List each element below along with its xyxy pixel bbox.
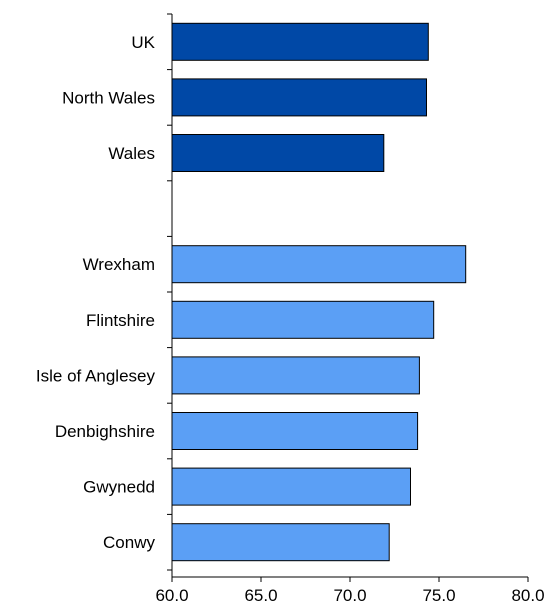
bar-north-wales [171, 78, 427, 117]
category-label-gwynedd: Gwynedd [83, 478, 155, 497]
bar-isle-of-anglesey [171, 356, 420, 395]
x-tick-label: 70.0 [333, 586, 366, 605]
category-label-flintshire: Flintshire [86, 311, 155, 330]
category-labels: UK North Wales Wales Wrexham Flintshire Isle … [36, 33, 156, 552]
bar-conwy [171, 523, 390, 562]
category-label-wales: Wales [108, 144, 155, 163]
axes: 60.0 65.0 70.0 75.0 80.0 [155, 13, 545, 605]
x-tick-label: 65.0 [244, 586, 277, 605]
category-label-isle-of-anglesey: Isle of Anglesey [36, 366, 156, 385]
category-label-wrexham: Wrexham [83, 255, 155, 274]
bar-wrexham [171, 245, 467, 284]
x-tick-label: 75.0 [422, 586, 455, 605]
category-label-north-wales: North Wales [62, 88, 155, 107]
category-label-conwy: Conwy [103, 533, 155, 552]
category-label-denbighshire: Denbighshire [55, 422, 155, 441]
x-tick-label: 60.0 [155, 586, 188, 605]
bar-flintshire [171, 300, 435, 339]
category-label-uk: UK [131, 33, 155, 52]
x-tick-label: 80.0 [511, 586, 544, 605]
bars-layer [171, 22, 467, 562]
bar-denbighshire [171, 412, 419, 450]
bar-gwynedd [171, 467, 411, 506]
bar-wales [171, 134, 385, 172]
bar-uk [171, 22, 429, 61]
